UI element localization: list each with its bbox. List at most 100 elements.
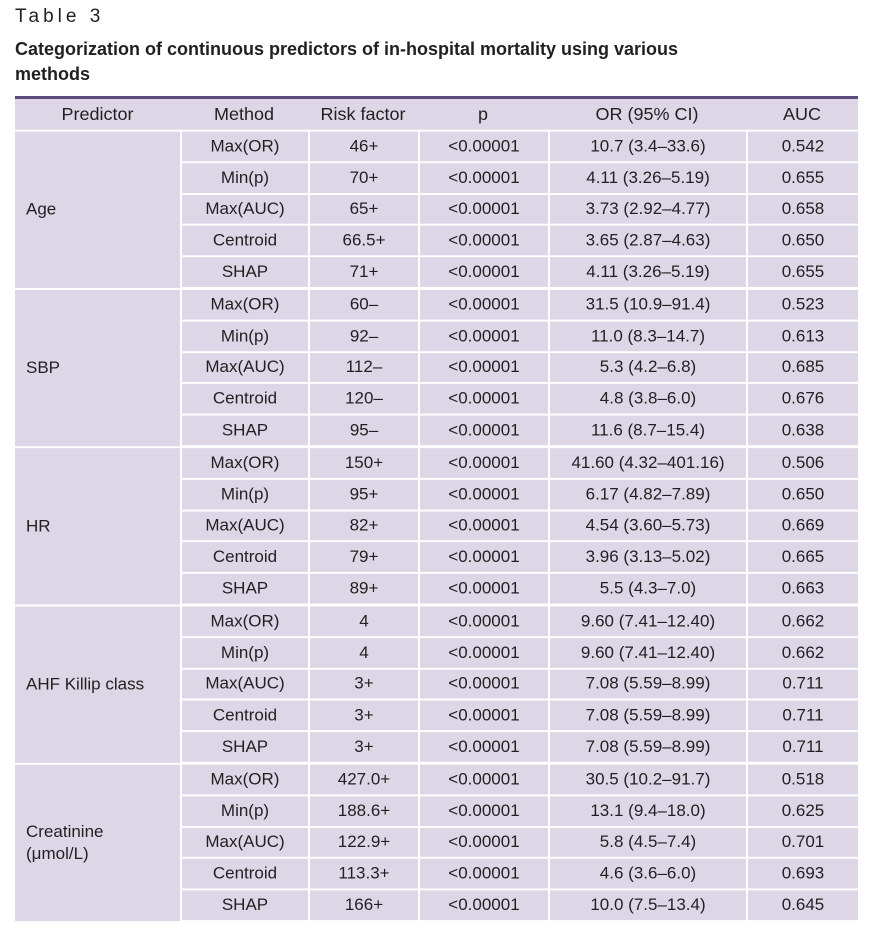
auc-cell: 0.662 (746, 606, 858, 638)
method-cell: Max(AUC) (180, 511, 308, 543)
or-ci-cell: 6.17 (4.82–7.89) (548, 479, 746, 512)
p-value-cell: <0.00001 (418, 732, 548, 765)
risk-factor-cell: 112– (308, 352, 418, 385)
auc-cell: 0.625 (746, 796, 858, 828)
auc-cell: 0.655 (746, 163, 858, 195)
table-row: Max(AUC) 82+ <0.00001 4.54 (3.60–5.73) 0.669 (15, 511, 858, 543)
p-value-cell: <0.00001 (418, 415, 548, 449)
auc-cell: 0.665 (746, 542, 858, 575)
risk-factor-cell: 71+ (308, 257, 418, 290)
method-cell: Min(p) (180, 637, 308, 670)
method-cell: Max(OR) (180, 764, 308, 797)
method-cell: Max(AUC) (180, 827, 308, 860)
table-row: SHAP 166+ <0.00001 10.0 (7.5–13.4) 0.645 (15, 890, 858, 923)
method-cell: SHAP (180, 732, 308, 765)
p-value-cell: <0.00001 (418, 669, 548, 701)
table-row: Min(p) 92– <0.00001 11.0 (8.3–14.7) 0.613 (15, 321, 858, 353)
auc-cell: 0.613 (746, 321, 858, 353)
p-value-cell: <0.00001 (418, 796, 548, 828)
p-value-cell: <0.00001 (418, 859, 548, 891)
or-ci-cell: 4.11 (3.26–5.19) (548, 257, 746, 290)
or-ci-cell: 4.6 (3.6–6.0) (548, 859, 746, 891)
risk-factor-cell: 122.9+ (308, 827, 418, 860)
risk-factor-cell: 166+ (308, 890, 418, 923)
method-cell: Max(AUC) (180, 194, 308, 227)
or-ci-cell: 9.60 (7.41–12.40) (548, 637, 746, 670)
auc-cell: 0.711 (746, 700, 858, 733)
or-ci-cell: 11.6 (8.7–15.4) (548, 415, 746, 449)
method-cell: Min(p) (180, 796, 308, 828)
table-row: Max(AUC) 65+ <0.00001 3.73 (2.92–4.77) 0.658 (15, 194, 858, 227)
p-value-cell: <0.00001 (418, 827, 548, 860)
risk-factor-cell: 427.0+ (308, 764, 418, 797)
table-row: Age Max(OR) 46+ <0.00001 10.7 (3.4–33.6) 0.54… (15, 131, 858, 290)
table-label: Table 3 (15, 6, 105, 27)
method-cell: SHAP (180, 257, 308, 290)
method-cell: Min(p) (180, 479, 308, 512)
p-value-cell: <0.00001 (418, 479, 548, 512)
or-ci-cell: 11.0 (8.3–14.7) (548, 321, 746, 353)
table-row: Centroid 66.5+ <0.00001 3.65 (2.87–4.63) 0.6… (15, 226, 858, 258)
or-ci-cell: 7.08 (5.59–8.99) (548, 700, 746, 733)
table-row: Centroid 79+ <0.00001 3.96 (3.13–5.02) 0.665 (15, 542, 858, 575)
p-value-cell: <0.00001 (418, 764, 548, 797)
p-value-cell: <0.00001 (418, 448, 548, 480)
p-value-cell: <0.00001 (418, 890, 548, 923)
auc-cell: 0.542 (746, 131, 858, 164)
table-row: Centroid 113.3+ <0.00001 4.6 (3.6–6.0) 0.693 (15, 859, 858, 891)
or-ci-cell: 7.08 (5.59–8.99) (548, 669, 746, 701)
or-ci-cell: 3.73 (2.92–4.77) (548, 194, 746, 227)
method-cell: Max(OR) (180, 289, 308, 322)
risk-factor-cell: 4 (308, 637, 418, 670)
method-cell: Centroid (180, 700, 308, 733)
risk-factor-cell: 150+ (308, 448, 418, 480)
header-method: Method (180, 99, 308, 132)
auc-cell: 0.676 (746, 384, 858, 416)
method-cell: Min(p) (180, 163, 308, 195)
risk-factor-cell: 89+ (308, 574, 418, 607)
table-row: SHAP 71+ <0.00001 4.11 (3.26–5.19) 0.655 (15, 257, 858, 290)
predictor-cell: HR (15, 448, 180, 607)
or-ci-cell: 31.5 (10.9–91.4) (548, 289, 746, 322)
table-row: Max(AUC) 122.9+ <0.00001 5.8 (4.5–7.4) 0.701 (15, 827, 858, 860)
header-or: OR (95% CI) (548, 99, 746, 132)
risk-factor-cell: 3+ (308, 669, 418, 701)
or-ci-cell: 10.7 (3.4–33.6) (548, 131, 746, 164)
or-ci-cell: 7.08 (5.59–8.99) (548, 732, 746, 765)
table-row: AHF Killip class Max(OR) 4 <0.00001 9.60 (7.… (15, 606, 858, 765)
auc-cell: 0.669 (746, 511, 858, 543)
risk-factor-cell: 65+ (308, 194, 418, 227)
table-row: SBP Max(OR) 60– <0.00001 31.5 (10.9–91.4) 0.5… (15, 289, 858, 449)
auc-cell: 0.685 (746, 352, 858, 385)
risk-factor-cell: 188.6+ (308, 796, 418, 828)
p-value-cell: <0.00001 (418, 131, 548, 164)
method-cell: Centroid (180, 384, 308, 416)
risk-factor-cell: 60– (308, 289, 418, 322)
p-value-cell: <0.00001 (418, 511, 548, 543)
table-row: HR Max(OR) 150+ <0.00001 41.60 (4.32–401.16)… (15, 448, 858, 607)
table-row: Min(p) 188.6+ <0.00001 13.1 (9.4–18.0) 0.625 (15, 796, 858, 828)
p-value-cell: <0.00001 (418, 542, 548, 575)
table-row: Creatinine (μmol/L) Max(OR) 427.0+ <0.00001 3… (15, 764, 858, 923)
p-value-cell: <0.00001 (418, 384, 548, 416)
table-row: SHAP 3+ <0.00001 7.08 (5.59–8.99) 0.711 (15, 732, 858, 765)
method-cell: Min(p) (180, 321, 308, 353)
or-ci-cell: 41.60 (4.32–401.16) (548, 448, 746, 480)
auc-cell: 0.662 (746, 637, 858, 670)
predictor-cell: SBP (15, 289, 180, 449)
p-value-cell: <0.00001 (418, 606, 548, 638)
risk-factor-cell: 70+ (308, 163, 418, 195)
risk-factor-cell: 82+ (308, 511, 418, 543)
risk-factor-cell: 92– (308, 321, 418, 353)
p-value-cell: <0.00001 (418, 574, 548, 607)
method-cell: SHAP (180, 890, 308, 923)
or-ci-cell: 30.5 (10.2–91.7) (548, 764, 746, 797)
table-row: Centroid 120– <0.00001 4.8 (3.8–6.0) 0.676 (15, 384, 858, 416)
auc-cell: 0.523 (746, 289, 858, 322)
header-auc: AUC (746, 99, 858, 132)
p-value-cell: <0.00001 (418, 289, 548, 322)
risk-factor-cell: 120– (308, 384, 418, 416)
method-cell: Max(OR) (180, 448, 308, 480)
header-predictor: Predictor (15, 99, 180, 132)
or-ci-cell: 9.60 (7.41–12.40) (548, 606, 746, 638)
